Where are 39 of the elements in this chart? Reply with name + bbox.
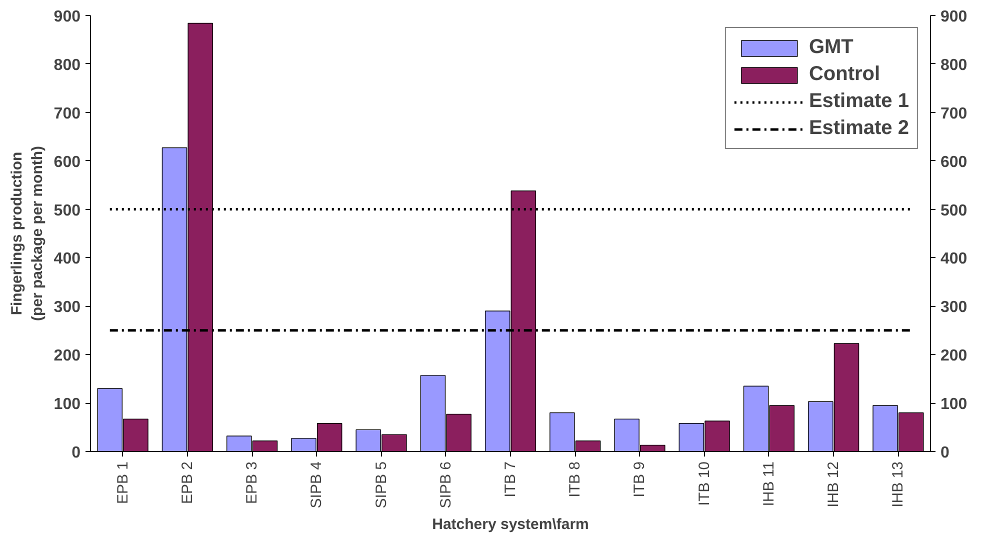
x-tick-label: IHB 12 [825, 462, 842, 508]
y2-tick-label: 0 [940, 444, 950, 462]
y-axis-title: Fingerlings production (per package per month) [8, 146, 46, 322]
y2-tick-label: 100 [940, 396, 968, 414]
x-tick-label: EPB 1 [114, 461, 132, 504]
y-tick-label: 700 [54, 105, 81, 122]
y2-tick-label: 400 [940, 250, 968, 268]
legend-label: Control [808, 63, 880, 86]
legend-label: Estimate 2 [808, 117, 909, 140]
y-tick-label: 200 [54, 348, 81, 365]
x-tick-label: ITB 8 [566, 461, 584, 498]
x-tick-label: ITB 7 [502, 461, 519, 498]
y2-tick-label: 500 [940, 202, 968, 220]
x-axis-title: Hatchery system\farm [432, 516, 589, 534]
y2-tick-label: 200 [940, 348, 968, 365]
x-tick-label: ITB 9 [631, 461, 648, 498]
y-tick-label: 100 [54, 396, 81, 414]
legend-label: Estimate 1 [808, 90, 909, 113]
y2-tick-label: 800 [940, 56, 968, 74]
x-tick-label: IHB 11 [760, 461, 778, 506]
y-tick-label: 0 [72, 444, 81, 462]
y-tick-label: 300 [54, 299, 81, 316]
y2-tick-label: 600 [940, 154, 968, 171]
x-tick-label: SIPB 6 [437, 461, 454, 508]
y-tick-label: 500 [54, 202, 81, 220]
x-tick-label: SIPB 5 [372, 461, 390, 508]
x-tick-label: ITB 10 [696, 462, 713, 506]
y-tick-label: 800 [54, 56, 81, 74]
y2-tick-label: 900 [940, 8, 968, 26]
y-tick-label: 600 [54, 154, 81, 171]
y2-tick-label: 300 [940, 299, 968, 316]
y-tick-label: 900 [54, 8, 81, 26]
x-tick-label: EPB 2 [178, 461, 196, 504]
x-tick-label: EPB 3 [244, 461, 261, 504]
x-tick-label: SIPB 4 [308, 461, 326, 508]
legend-label: GMT [808, 36, 854, 59]
x-tick-label: IHB 13 [890, 461, 907, 508]
y-tick-label: 400 [54, 250, 81, 268]
y2-tick-label: 700 [940, 105, 968, 122]
